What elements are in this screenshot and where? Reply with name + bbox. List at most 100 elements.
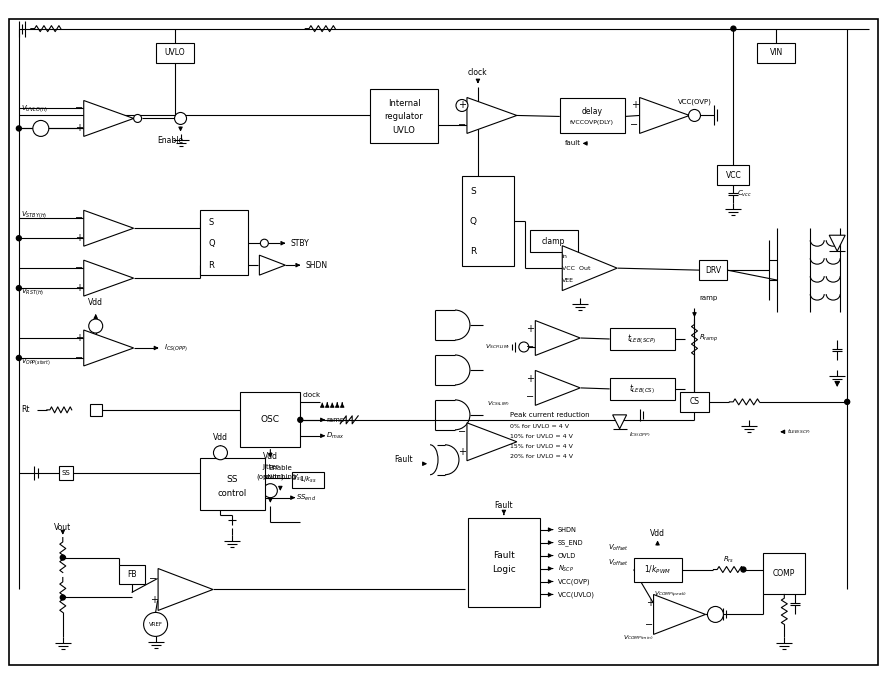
Text: Vdd: Vdd (262, 452, 277, 461)
Text: $D_{max}$: $D_{max}$ (326, 431, 344, 441)
Bar (119, 565, 144, 584)
Circle shape (688, 110, 700, 121)
Text: $V_{ss}$: $V_{ss}$ (292, 473, 304, 483)
Polygon shape (562, 246, 617, 290)
Bar (633, 558, 680, 582)
Text: $1/k_{ss}$: $1/k_{ss}$ (299, 475, 317, 485)
Text: UVLO: UVLO (164, 48, 184, 57)
Polygon shape (828, 235, 844, 251)
Text: Rt: Rt (21, 406, 29, 414)
Bar (240, 392, 300, 447)
Polygon shape (83, 100, 134, 136)
Circle shape (144, 613, 167, 636)
Text: +: + (630, 100, 638, 110)
Text: +: + (645, 598, 653, 609)
Text: VCC  Out: VCC Out (561, 265, 589, 271)
Text: SHDN: SHDN (557, 527, 576, 533)
Text: $V_{COMP(peak)}$: $V_{COMP(peak)}$ (653, 590, 686, 600)
Text: Enable: Enable (268, 464, 291, 471)
Bar (462, 176, 513, 266)
Text: VCC: VCC (725, 171, 741, 180)
Bar (559, 98, 624, 133)
Circle shape (33, 121, 49, 136)
Text: (option): (option) (256, 473, 284, 480)
Text: VREF: VREF (149, 622, 162, 627)
Text: $V_{RST(H)}$: $V_{RST(H)}$ (21, 286, 44, 297)
Text: VIN: VIN (769, 48, 782, 57)
Text: Logic: Logic (492, 565, 515, 574)
Text: fault: fault (564, 140, 580, 146)
Text: Fault: Fault (393, 455, 412, 464)
Text: OVLD: OVLD (557, 552, 575, 559)
Bar (89, 404, 102, 416)
Text: CS: CS (688, 397, 699, 406)
Polygon shape (639, 97, 688, 133)
Polygon shape (466, 423, 517, 461)
Bar (58, 466, 73, 480)
Text: Vdd: Vdd (88, 298, 103, 307)
Circle shape (263, 483, 277, 498)
Text: Q: Q (470, 217, 477, 225)
Text: clock: clock (468, 68, 487, 77)
Bar (369, 89, 438, 144)
Text: +: + (150, 596, 158, 605)
Text: Peak current reduction: Peak current reduction (509, 412, 589, 418)
Text: clock: clock (302, 392, 320, 398)
Text: $V_{OPP(start)}$: $V_{OPP(start)}$ (21, 357, 51, 368)
Circle shape (16, 236, 21, 241)
Text: +: + (525, 324, 533, 334)
Text: +: + (74, 283, 82, 293)
Text: $V_{STBY(H)}$: $V_{STBY(H)}$ (21, 209, 47, 219)
Bar (609, 378, 673, 400)
Text: −: − (630, 121, 638, 131)
Text: −: − (74, 263, 82, 273)
Text: $V_{COMP(min)}$: $V_{COMP(min)}$ (623, 634, 653, 642)
Text: Vdd: Vdd (213, 433, 228, 442)
Text: $t_{LEB(CS)}$: $t_{LEB(CS)}$ (628, 382, 654, 396)
Text: R: R (470, 246, 476, 256)
Bar (529, 230, 577, 252)
Text: $N_{SCP}$: $N_{SCP}$ (557, 563, 573, 573)
Text: $V_{SCP(LIM)}$: $V_{SCP(LIM)}$ (484, 343, 509, 351)
Text: SS: SS (227, 475, 238, 484)
Circle shape (260, 239, 268, 247)
Bar (609, 328, 673, 350)
Text: $R_{rs}$: $R_{rs}$ (722, 554, 734, 565)
Text: $R_{ramp}$: $R_{ramp}$ (699, 332, 719, 344)
Text: $t_{LEB(SCP)}$: $t_{LEB(SCP)}$ (626, 332, 656, 346)
Text: +: + (74, 123, 82, 133)
Text: ramp: ramp (326, 417, 344, 423)
Text: −: − (457, 427, 465, 437)
Circle shape (134, 114, 142, 123)
Text: 15% for UVLO = 4 V: 15% for UVLO = 4 V (509, 444, 572, 450)
Bar (200, 211, 248, 275)
Circle shape (298, 417, 302, 422)
Text: Enable: Enable (158, 136, 183, 145)
Text: $SS_{end}$: $SS_{end}$ (296, 493, 316, 503)
Bar (757, 43, 795, 62)
Text: DRV: DRV (704, 265, 720, 275)
Polygon shape (158, 569, 213, 611)
Text: −: − (645, 620, 653, 630)
Bar (679, 392, 709, 412)
Bar (155, 43, 193, 62)
Circle shape (60, 555, 66, 560)
Polygon shape (535, 370, 579, 406)
Text: S: S (470, 187, 475, 196)
Text: 10% for UVLO = 4 V: 10% for UVLO = 4 V (509, 435, 572, 439)
Circle shape (843, 399, 849, 404)
Text: −: − (525, 392, 533, 402)
Text: SHDN: SHDN (305, 261, 327, 269)
Circle shape (89, 319, 103, 333)
Circle shape (60, 595, 66, 600)
Text: VCC(OVP): VCC(OVP) (677, 98, 711, 105)
Text: $V_{offset}$: $V_{offset}$ (607, 542, 628, 552)
Text: $V_{CS(LIM)}$: $V_{CS(LIM)}$ (486, 399, 509, 408)
Text: Internal: Internal (387, 99, 420, 108)
Bar (292, 472, 324, 487)
Bar (717, 165, 749, 185)
Text: +: + (457, 447, 465, 457)
Text: +: + (525, 374, 533, 384)
Text: VEE: VEE (561, 278, 573, 282)
Polygon shape (83, 211, 134, 246)
